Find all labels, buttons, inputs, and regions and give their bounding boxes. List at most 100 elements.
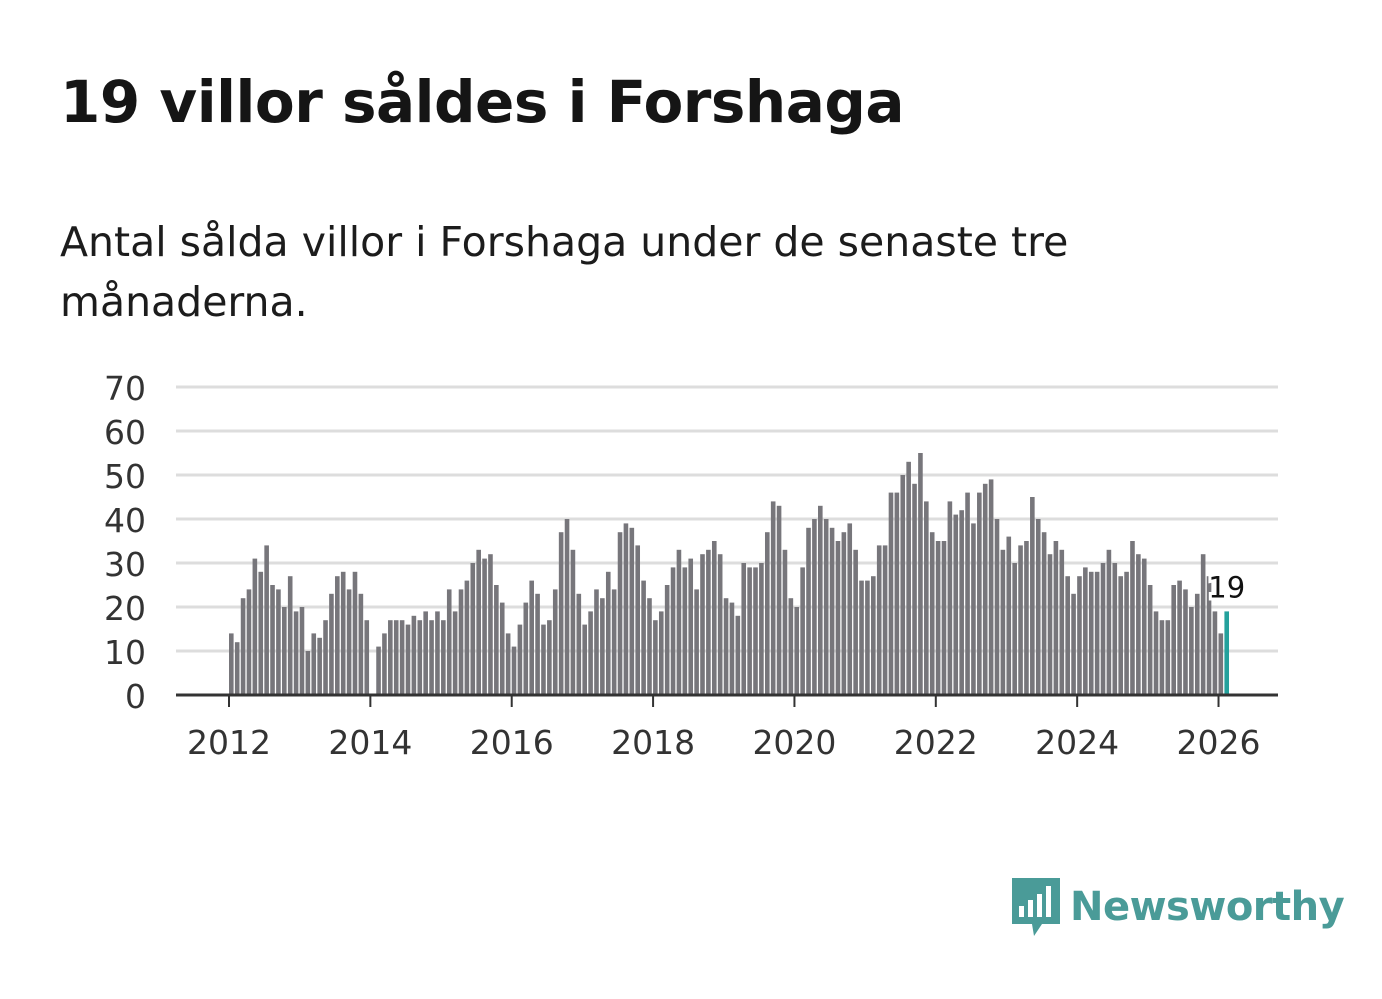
bar	[229, 633, 234, 695]
bar	[1077, 576, 1082, 695]
bar	[847, 523, 853, 695]
y-tick-label: 40	[104, 501, 146, 540]
x-tick-label: 2016	[470, 723, 554, 762]
bar	[788, 598, 794, 695]
bar	[977, 492, 982, 695]
bar	[399, 620, 405, 695]
bar	[829, 527, 835, 695]
bar	[653, 620, 658, 695]
bar	[782, 549, 788, 695]
bar	[800, 567, 805, 695]
bar	[346, 589, 352, 695]
bar	[1047, 554, 1053, 695]
bar	[476, 549, 481, 695]
bar	[246, 589, 252, 695]
bar	[1035, 519, 1041, 695]
bar	[859, 580, 864, 695]
bar	[694, 589, 699, 695]
bar	[900, 475, 906, 695]
y-tick-label: 0	[125, 677, 146, 716]
bar	[753, 567, 758, 695]
bar	[1000, 549, 1006, 695]
y-tick-label: 70	[104, 369, 146, 408]
bar	[517, 624, 523, 695]
bar	[658, 611, 664, 695]
bar	[529, 580, 534, 695]
bar	[670, 567, 676, 695]
bar	[1153, 611, 1159, 695]
bar	[988, 479, 994, 695]
bar	[1018, 545, 1023, 695]
bar	[853, 549, 858, 695]
bar	[747, 567, 752, 695]
bar	[252, 558, 258, 695]
bar	[918, 453, 923, 695]
bar	[717, 554, 723, 695]
bar	[700, 554, 705, 695]
bar	[446, 589, 452, 695]
bar	[882, 545, 888, 695]
bar	[541, 624, 546, 695]
bar	[1183, 589, 1188, 695]
bar	[382, 633, 387, 695]
bar	[1065, 576, 1070, 695]
bar	[488, 554, 493, 695]
bar	[971, 523, 976, 695]
bar	[264, 545, 269, 695]
bar	[1130, 541, 1135, 695]
bar	[411, 615, 417, 695]
bar	[1218, 633, 1224, 695]
bar	[458, 589, 464, 695]
bar	[871, 576, 876, 695]
bar	[364, 620, 370, 695]
bar	[812, 519, 817, 695]
bar	[865, 580, 870, 695]
bar	[311, 633, 317, 695]
bar	[305, 651, 311, 695]
bar	[676, 549, 682, 695]
bar	[547, 620, 552, 695]
bar	[1012, 563, 1017, 695]
data-labels: 19	[1205, 567, 1248, 607]
bar	[588, 611, 593, 695]
bars	[229, 453, 1230, 695]
bar	[441, 620, 446, 695]
bar	[741, 563, 747, 695]
bar	[623, 523, 629, 695]
bar	[617, 532, 623, 695]
bar	[641, 580, 646, 695]
bar	[1212, 611, 1218, 695]
bar	[435, 611, 440, 695]
bar	[499, 602, 505, 695]
bar	[335, 576, 340, 695]
bar	[629, 527, 635, 695]
x-axis-tick-labels: 2012 2014 2016 2018 2020 2022 2024 2026	[187, 723, 1261, 762]
x-tick-label: 2026	[1177, 723, 1261, 762]
bar	[594, 589, 599, 695]
bar	[776, 505, 782, 695]
bar	[505, 633, 511, 695]
bar	[1112, 563, 1118, 695]
bar	[735, 615, 741, 695]
brand-name: Newsworthy	[1070, 884, 1345, 930]
bar	[818, 505, 823, 695]
bar	[706, 549, 711, 695]
y-tick-label: 20	[104, 589, 146, 628]
bar	[282, 607, 287, 695]
bar	[1136, 554, 1141, 695]
chart-title: 19 villor såldes i Forshaga	[60, 68, 905, 136]
bar	[906, 461, 911, 695]
bar	[835, 541, 841, 695]
bar	[806, 527, 811, 695]
x-tick-label: 2018	[611, 723, 695, 762]
bar	[647, 598, 652, 695]
x-tick-label: 2020	[752, 723, 836, 762]
bar	[924, 501, 929, 695]
bar	[823, 519, 829, 695]
bar	[994, 519, 1000, 695]
bar	[564, 519, 570, 695]
bar	[1088, 571, 1094, 695]
bar	[635, 545, 641, 695]
bar	[941, 541, 947, 695]
